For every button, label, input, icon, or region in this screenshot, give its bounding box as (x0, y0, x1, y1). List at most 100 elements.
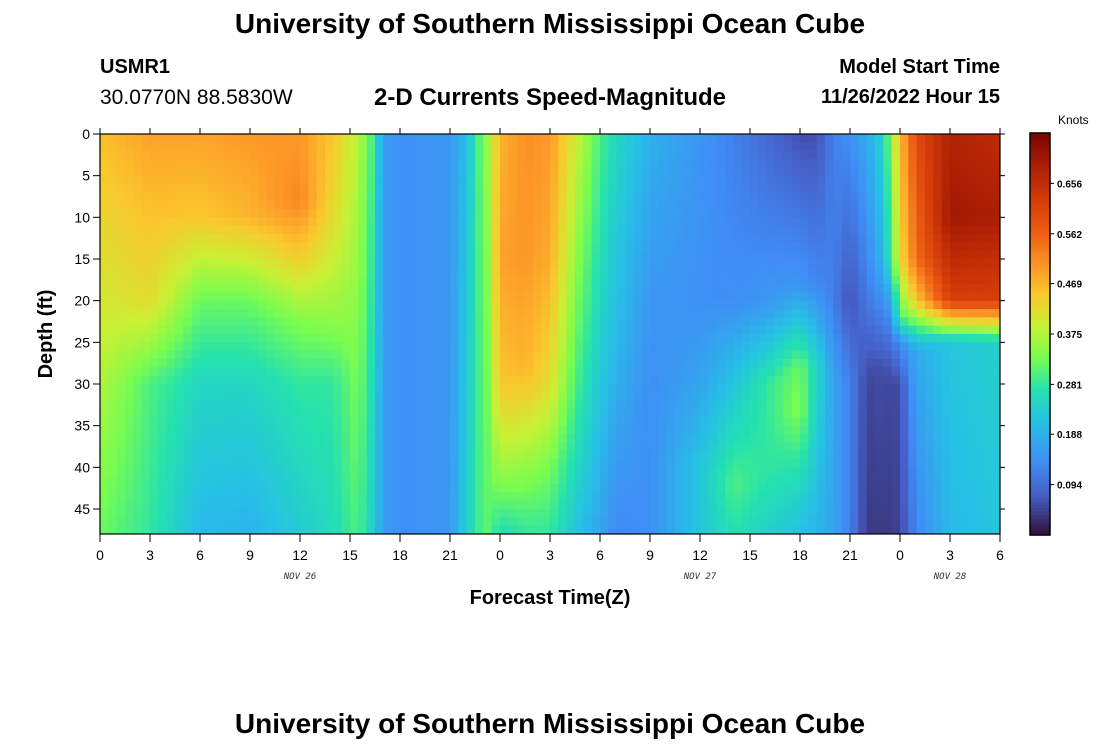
heatmap-cell (600, 134, 609, 143)
heatmap-cell (750, 342, 759, 352)
heatmap-cell (533, 134, 543, 143)
heatmap-cell (841, 367, 851, 377)
heatmap-cell (866, 317, 876, 327)
heatmap-cell (433, 517, 443, 527)
heatmap-cell (791, 384, 801, 393)
heatmap-cell (208, 367, 218, 377)
heatmap-cell (266, 450, 276, 460)
heatmap-cell (683, 150, 693, 160)
heatmap-cell (475, 509, 484, 518)
heatmap-cell (933, 325, 943, 335)
heatmap-cell (725, 300, 734, 310)
heatmap-cell (491, 384, 501, 393)
heatmap-cell (941, 184, 951, 193)
heatmap-cell (200, 309, 209, 318)
heatmap-cell (658, 459, 668, 468)
heatmap-cell (841, 375, 851, 385)
heatmap-cell (116, 425, 126, 435)
heatmap-cell (216, 184, 226, 193)
heatmap-cell (641, 217, 651, 227)
heatmap-cell (258, 459, 268, 468)
heatmap-cell (508, 350, 518, 360)
heatmap-cell (566, 334, 576, 343)
heatmap-cell (150, 342, 159, 352)
heatmap-cell (725, 350, 734, 360)
heatmap-cell (891, 234, 901, 243)
heatmap-cell (783, 284, 793, 293)
heatmap-cell (808, 509, 818, 518)
heatmap-cell (625, 500, 634, 510)
heatmap-cell (608, 492, 618, 502)
heatmap-cell (225, 375, 234, 385)
heatmap-cell (800, 425, 809, 435)
heatmap-cell (308, 259, 318, 268)
heatmap-cell (500, 175, 509, 185)
heatmap-cell (475, 409, 484, 418)
heatmap-cell (408, 275, 418, 285)
heatmap-cell (483, 175, 493, 185)
heatmap-cell (916, 342, 926, 352)
heatmap-cell (958, 325, 968, 335)
heatmap-cell (350, 484, 359, 493)
heatmap-cell (175, 292, 184, 302)
heatmap-cell (950, 134, 959, 143)
heatmap-cell (558, 259, 568, 268)
heatmap-cell (525, 525, 534, 534)
heatmap-cell (716, 217, 726, 227)
heatmap-cell (100, 300, 109, 310)
heatmap-cell (475, 200, 484, 210)
heatmap-cell (641, 517, 651, 527)
heatmap-cell (500, 492, 509, 502)
heatmap-cell (416, 342, 426, 352)
heatmap-cell (791, 259, 801, 268)
heatmap-cell (266, 467, 276, 477)
heatmap-cell (533, 292, 543, 302)
heatmap-cell (258, 525, 268, 534)
heatmap-cell (883, 359, 893, 368)
heatmap-cell (750, 309, 759, 318)
heatmap-cell (450, 325, 459, 335)
heatmap-cell (825, 284, 834, 293)
heatmap-cell (366, 242, 376, 252)
heatmap-cell (533, 184, 543, 193)
heatmap-cell (750, 459, 759, 468)
heatmap-cell (425, 192, 434, 202)
heatmap-cell (725, 134, 734, 143)
heatmap-cell (358, 142, 368, 152)
heatmap-cell (791, 200, 801, 210)
heatmap-cell (433, 409, 443, 418)
heatmap-cell (583, 475, 593, 485)
heatmap-cell (333, 300, 343, 310)
heatmap-cell (483, 375, 493, 385)
heatmap-cell (316, 459, 326, 468)
heatmap-cell (358, 492, 368, 502)
heatmap-cell (400, 250, 409, 260)
heatmap-cell (708, 167, 718, 177)
heatmap-cell (741, 342, 751, 352)
heatmap-cell (375, 500, 384, 510)
heatmap-cell (541, 350, 551, 360)
heatmap-cell (425, 375, 434, 385)
heatmap-cell (541, 267, 551, 277)
heatmap-cell (708, 409, 718, 418)
heatmap-cell (416, 217, 426, 227)
heatmap-cell (666, 492, 676, 502)
heatmap-cell (225, 225, 234, 235)
heatmap-cell (258, 475, 268, 485)
heatmap-cell (466, 509, 476, 518)
heatmap-cell (833, 350, 843, 360)
heatmap-cell (791, 342, 801, 352)
heatmap-cell (750, 417, 759, 427)
heatmap-cell (325, 442, 334, 452)
heatmap-cell (650, 159, 659, 168)
heatmap-cell (250, 142, 259, 152)
heatmap-cell (350, 500, 359, 510)
heatmap-cell (716, 142, 726, 152)
heatmap-cell (958, 200, 968, 210)
heatmap-cell (358, 234, 368, 243)
heatmap-cell (891, 159, 901, 168)
heatmap-cell (908, 342, 918, 352)
heatmap-cell (525, 459, 534, 468)
heatmap-cell (700, 242, 709, 252)
heatmap-cell (633, 284, 643, 293)
